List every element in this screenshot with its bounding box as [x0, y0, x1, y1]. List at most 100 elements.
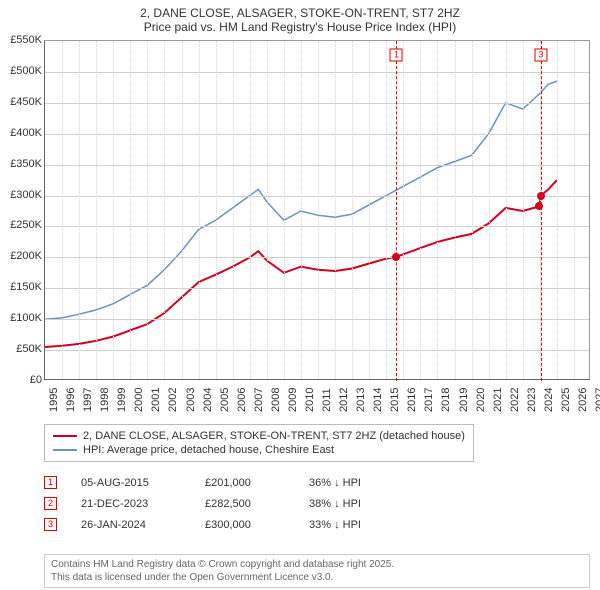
event-date: 05-AUG-2015	[81, 477, 181, 489]
gridline-vertical	[62, 41, 63, 379]
gridline-vertical	[301, 41, 302, 379]
gridline-vertical	[233, 41, 234, 379]
gridline-horizontal	[45, 257, 589, 258]
legend-swatch	[53, 449, 77, 451]
chart-title: 2, DANE CLOSE, ALSAGER, STOKE-ON-TRENT, …	[0, 0, 600, 38]
x-axis-tick-label: 2027	[594, 388, 600, 412]
x-axis-tick-label: 2020	[475, 388, 487, 412]
sale-marker	[537, 192, 545, 200]
x-axis-tick-label: 2025	[560, 388, 572, 412]
y-axis-tick-label: £350K	[2, 158, 42, 170]
gridline-vertical	[164, 41, 165, 379]
x-axis-tick-label: 2004	[202, 388, 214, 412]
y-axis-tick-label: £550K	[2, 34, 42, 46]
legend-label: 2, DANE CLOSE, ALSAGER, STOKE-ON-TRENT, …	[83, 430, 465, 442]
x-axis-tick-label: 2000	[133, 388, 145, 412]
y-axis-tick-label: £50K	[2, 343, 42, 355]
gridline-horizontal	[45, 226, 589, 227]
callout-guideline	[396, 41, 397, 381]
title-line-2: Price paid vs. HM Land Registry's House …	[0, 20, 600, 34]
x-axis-tick-label: 2013	[355, 388, 367, 412]
gridline-vertical	[318, 41, 319, 379]
gridline-vertical	[199, 41, 200, 379]
x-axis-tick-label: 2018	[440, 388, 452, 412]
event-number: 3	[44, 518, 57, 531]
x-axis-tick-label: 2001	[150, 388, 162, 412]
legend-box: 2, DANE CLOSE, ALSAGER, STOKE-ON-TRENT, …	[44, 424, 474, 462]
event-row: 2 21-DEC-2023 £282,500 38% ↓ HPI	[44, 493, 409, 514]
x-axis-tick-label: 2009	[287, 388, 299, 412]
gridline-vertical	[489, 41, 490, 379]
gridline-vertical	[420, 41, 421, 379]
event-date: 21-DEC-2023	[81, 498, 181, 510]
x-axis-tick-label: 2011	[321, 388, 333, 412]
x-axis-tick-label: 2015	[389, 388, 401, 412]
x-axis-tick-label: 2023	[526, 388, 538, 412]
gridline-horizontal	[45, 350, 589, 351]
x-axis-tick-label: 2022	[509, 388, 521, 412]
event-price: £300,000	[205, 519, 285, 531]
gridline-vertical	[182, 41, 183, 379]
y-axis-tick-label: £450K	[2, 96, 42, 108]
gridline-vertical	[250, 41, 251, 379]
callout-number: 3	[535, 48, 548, 61]
x-axis-tick-label: 2024	[543, 388, 555, 412]
sale-marker	[535, 202, 543, 210]
gridline-vertical	[574, 41, 575, 379]
gridline-vertical	[79, 41, 80, 379]
y-axis-tick-label: £400K	[2, 127, 42, 139]
attribution-footer: Contains HM Land Registry data © Crown c…	[44, 554, 590, 588]
gridline-vertical	[284, 41, 285, 379]
x-axis-tick-label: 2003	[185, 388, 197, 412]
chart-plot-area: 13	[44, 40, 590, 380]
gridline-vertical	[455, 41, 456, 379]
gridline-vertical	[523, 41, 524, 379]
footer-line: Contains HM Land Registry data © Crown c…	[51, 558, 583, 571]
gridline-vertical	[386, 41, 387, 379]
gridline-vertical	[369, 41, 370, 379]
gridline-vertical	[403, 41, 404, 379]
x-axis-tick-label: 2014	[372, 388, 384, 412]
event-price: £201,000	[205, 477, 285, 489]
event-hpi: 38% ↓ HPI	[309, 498, 409, 510]
x-axis-tick-label: 2008	[270, 388, 282, 412]
title-line-1: 2, DANE CLOSE, ALSAGER, STOKE-ON-TRENT, …	[0, 6, 600, 20]
x-axis-tick-label: 2019	[458, 388, 470, 412]
x-axis-tick-label: 2012	[338, 388, 350, 412]
gridline-vertical	[267, 41, 268, 379]
gridline-vertical	[216, 41, 217, 379]
gridline-vertical	[506, 41, 507, 379]
x-axis-tick-label: 2010	[304, 388, 316, 412]
gridline-vertical	[335, 41, 336, 379]
gridline-horizontal	[45, 288, 589, 289]
event-hpi: 36% ↓ HPI	[309, 477, 409, 489]
y-axis-tick-label: £100K	[2, 312, 42, 324]
y-axis-tick-label: £250K	[2, 219, 42, 231]
y-axis-tick-label: £300K	[2, 189, 42, 201]
event-price: £282,500	[205, 498, 285, 510]
legend-item: HPI: Average price, detached house, Ches…	[53, 443, 465, 457]
event-number: 2	[44, 497, 57, 510]
sale-marker	[392, 253, 400, 261]
gridline-horizontal	[45, 72, 589, 73]
event-date: 26-JAN-2024	[81, 519, 181, 531]
gridline-horizontal	[45, 196, 589, 197]
events-table: 1 05-AUG-2015 £201,000 36% ↓ HPI 2 21-DE…	[44, 472, 409, 535]
x-axis-tick-label: 2017	[423, 388, 435, 412]
y-axis-tick-label: £150K	[2, 281, 42, 293]
gridline-vertical	[130, 41, 131, 379]
gridline-horizontal	[45, 165, 589, 166]
x-axis-tick-label: 1998	[99, 388, 111, 412]
x-axis-tick-label: 2006	[236, 388, 248, 412]
callout-number: 1	[390, 48, 403, 61]
legend-swatch	[53, 435, 77, 437]
y-axis-tick-label: £500K	[2, 65, 42, 77]
x-axis-tick-label: 2016	[406, 388, 418, 412]
legend-item: 2, DANE CLOSE, ALSAGER, STOKE-ON-TRENT, …	[53, 429, 465, 443]
x-axis-tick-label: 1995	[48, 388, 60, 412]
y-axis-tick-label: £200K	[2, 250, 42, 262]
gridline-horizontal	[45, 103, 589, 104]
event-number: 1	[44, 476, 57, 489]
gridline-vertical	[472, 41, 473, 379]
gridline-vertical	[557, 41, 558, 379]
